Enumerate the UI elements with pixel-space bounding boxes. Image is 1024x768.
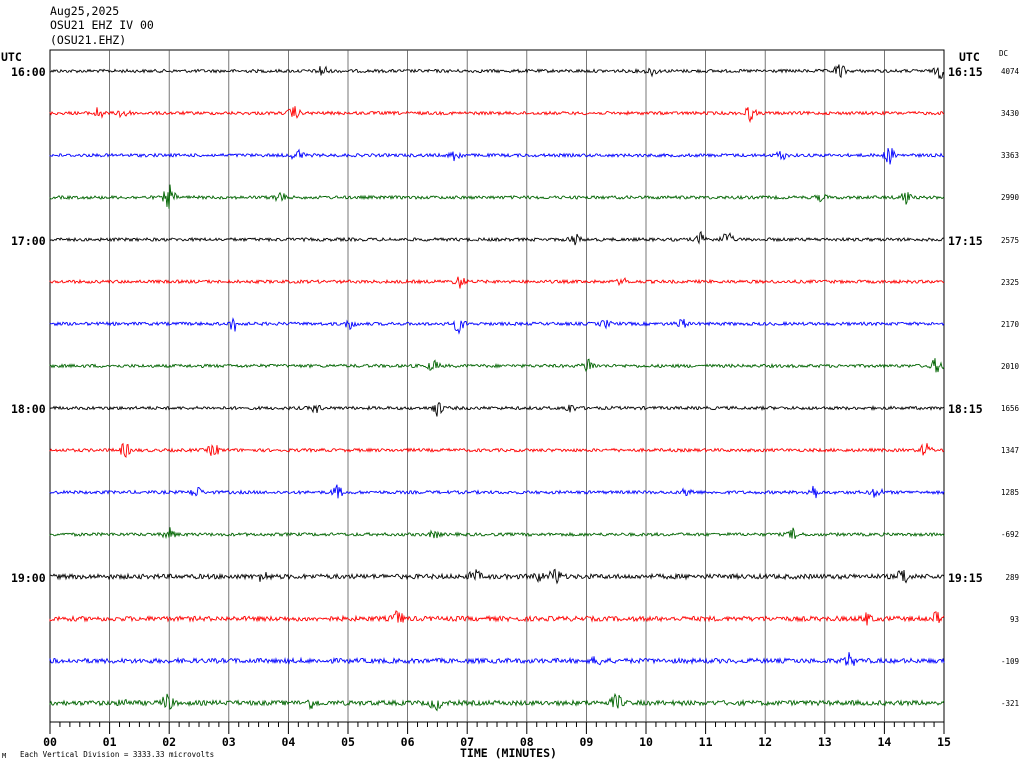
x-tick-label: 01 (102, 735, 117, 749)
x-tick-label: 12 (758, 735, 773, 749)
seismic-trace (49, 402, 945, 417)
seismic-trace (49, 64, 945, 80)
seismic-trace (49, 184, 945, 209)
left-time-label: 19:00 (11, 570, 46, 585)
dc-offset-label: 93 (1009, 614, 1019, 624)
x-tick-label: 05 (341, 735, 355, 749)
dc-offset-label: 1656 (1000, 404, 1019, 414)
seismic-trace (49, 230, 945, 246)
dc-offset-label: 4074 (1000, 67, 1019, 76)
dc-offset-label: -692 (1000, 530, 1019, 540)
utc-right-label: UTC (959, 50, 980, 64)
x-tick-label: 06 (400, 735, 415, 749)
right-time-label: 19:15 (948, 570, 983, 585)
dc-offset-label: 289 (1005, 572, 1019, 582)
seismic-trace (49, 147, 945, 165)
date-label: Aug25,2025 (50, 4, 120, 18)
dc-offset-label: 2990 (1000, 193, 1019, 203)
x-tick-label: 00 (43, 735, 57, 749)
seismic-trace (49, 484, 945, 499)
left-time-label: 16:00 (11, 65, 46, 79)
plot-frame (49, 49, 945, 723)
x-tick-label: 13 (817, 735, 832, 749)
utc-left-label: UTC (1, 50, 22, 64)
scale-note: Each Vertical Division = 3333.33 microvo… (20, 750, 215, 759)
seismic-trace (49, 106, 945, 124)
x-tick-label: 02 (162, 735, 177, 749)
x-tick-label: 09 (579, 735, 594, 749)
seismic-trace (49, 568, 945, 585)
x-tick-label: 15 (937, 735, 951, 749)
station-code-label: (OSU21.EHZ) (50, 33, 127, 47)
x-tick-label: 14 (877, 735, 892, 749)
dc-offset-label: 3430 (1000, 109, 1019, 119)
seismic-trace (49, 652, 945, 666)
corner-mark: M (2, 752, 7, 760)
x-tick-label: 04 (281, 735, 296, 749)
x-tick-label: 08 (519, 735, 534, 749)
dc-offset-label: 1347 (1000, 446, 1019, 456)
seismic-trace (49, 527, 945, 540)
dc-offset-label: 1285 (1000, 488, 1019, 498)
right-time-label: 17:15 (948, 233, 983, 248)
x-tick-label: 03 (221, 735, 236, 749)
seismic-trace (49, 317, 945, 335)
x-tick-label: 07 (460, 735, 475, 749)
left-time-label: 17:00 (11, 233, 46, 248)
dc-offset-label: -109 (1000, 656, 1019, 666)
seismic-trace (49, 358, 945, 373)
seismic-trace (49, 276, 945, 289)
right-time-label: 18:15 (948, 402, 983, 417)
dc-offset-label: 3363 (1000, 151, 1019, 161)
dc-offset-label: 2170 (1000, 319, 1019, 329)
x-axis-label: TIME (MINUTES) (460, 746, 557, 760)
dc-offset-label: 2010 (1000, 361, 1019, 371)
dc-offset-label: -321 (1000, 698, 1019, 708)
left-time-label: 18:00 (11, 402, 46, 417)
seismic-trace (49, 442, 945, 458)
seismic-trace (49, 692, 945, 712)
dc-offset-label: 2325 (1000, 277, 1019, 287)
x-tick-label: 11 (698, 735, 713, 749)
x-tick-label: 10 (639, 735, 653, 749)
dc-offset-label: 2575 (1000, 235, 1019, 245)
dc-header-label: DC (999, 49, 1009, 58)
station-label: OSU21 EHZ IV 00 (50, 18, 154, 32)
seismic-trace (49, 610, 945, 626)
right-time-label: 16:15 (948, 65, 983, 79)
